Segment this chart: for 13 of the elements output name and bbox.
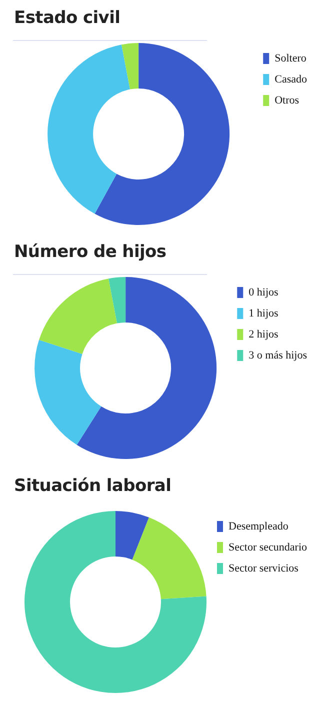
legend-label: Desempleado: [228, 520, 289, 532]
legend-label: Sector servicios: [228, 562, 298, 574]
legend-label: 0 hijos: [248, 286, 278, 298]
chart-title: Estado civil: [13, 7, 122, 30]
legend-label: Otros: [274, 94, 300, 106]
legend-label: 1 hijos: [248, 307, 278, 320]
legend-label: 2 hijos: [248, 328, 278, 340]
legend-label: Sector secundario: [228, 541, 308, 554]
legend-label: Casado: [274, 73, 308, 86]
chart-title: Número de hijos: [13, 241, 168, 264]
chart-title: Situación laboral: [13, 475, 172, 498]
legend-label: 3 o más hijos: [248, 349, 308, 362]
legend-label: Soltero: [274, 52, 307, 64]
